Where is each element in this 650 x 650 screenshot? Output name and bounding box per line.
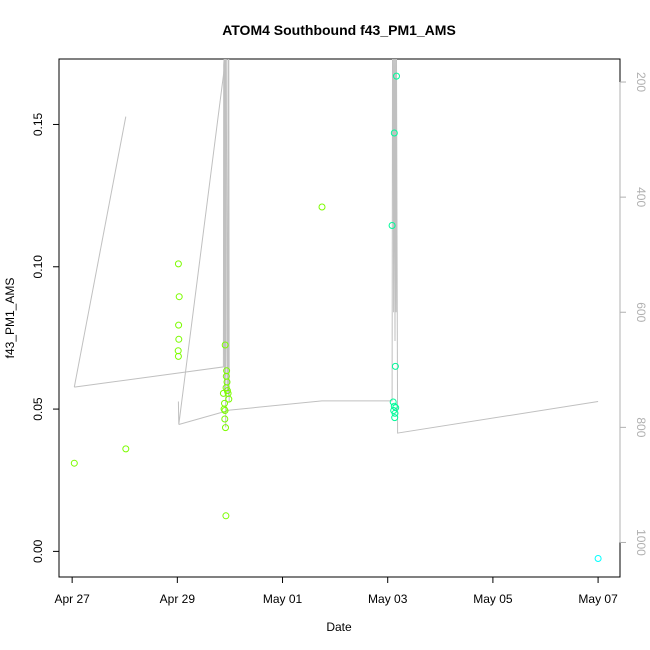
data-point xyxy=(222,512,230,520)
data-point xyxy=(225,395,233,403)
y-tick-label: 0.00 xyxy=(31,539,45,563)
data-point xyxy=(318,203,326,211)
x-tick-label: May 03 xyxy=(368,592,408,606)
data-point xyxy=(391,409,399,417)
x-axis: Apr 27 Apr 29 May 01 May 03 May 05 May 07 xyxy=(54,576,618,606)
data-point xyxy=(391,362,399,370)
y2-tick-label: 600 xyxy=(634,302,648,322)
chart-title: ATOM4 Southbound f43_PM1_AMS xyxy=(222,22,456,38)
data-point xyxy=(221,341,229,349)
secondary-line xyxy=(177,59,227,428)
data-point xyxy=(175,293,183,301)
data-point xyxy=(222,424,229,432)
y2-tick-label: 400 xyxy=(634,187,648,207)
data-point xyxy=(174,352,182,360)
data-point xyxy=(174,260,182,268)
data-point xyxy=(391,414,399,422)
y-axis-label: f43_PM1_AMS xyxy=(3,278,17,359)
y-tick-label: 0.10 xyxy=(31,255,45,279)
secondary-line xyxy=(73,116,127,388)
y2-tick-label: 200 xyxy=(634,72,648,92)
data-point xyxy=(221,407,229,414)
x-tick-label: May 05 xyxy=(473,592,513,606)
y2-axis: 200 400 600 800 1000 xyxy=(619,72,648,556)
data-point xyxy=(389,398,397,406)
data-point xyxy=(174,347,182,355)
x-tick-label: May 01 xyxy=(263,592,303,606)
y2-tick-label: 1000 xyxy=(634,529,648,556)
data-point xyxy=(175,335,183,343)
data-point xyxy=(175,321,183,329)
data-point xyxy=(122,445,130,453)
x-axis-label: Date xyxy=(326,620,352,634)
x-tick-label: Apr 27 xyxy=(54,592,90,606)
secondary-line-layer xyxy=(73,59,599,434)
y-tick-label: 0.15 xyxy=(31,112,45,136)
secondary-line xyxy=(74,59,230,402)
data-point xyxy=(388,222,396,229)
data-point xyxy=(221,415,229,423)
y-axis: 0.00 0.05 0.10 0.15 xyxy=(31,112,60,563)
data-point xyxy=(223,387,231,395)
data-point xyxy=(594,555,602,562)
y2-tick-label: 800 xyxy=(634,417,648,437)
y-tick-label: 0.05 xyxy=(31,397,45,421)
data-point xyxy=(393,72,400,80)
data-point xyxy=(220,405,228,413)
data-point xyxy=(390,129,398,137)
points-layer xyxy=(70,72,602,562)
plot-frame xyxy=(58,58,621,578)
data-point xyxy=(390,402,398,410)
x-tick-label: May 07 xyxy=(578,592,618,606)
secondary-line xyxy=(178,59,599,434)
x-tick-label: Apr 29 xyxy=(160,592,196,606)
data-point xyxy=(70,459,78,467)
